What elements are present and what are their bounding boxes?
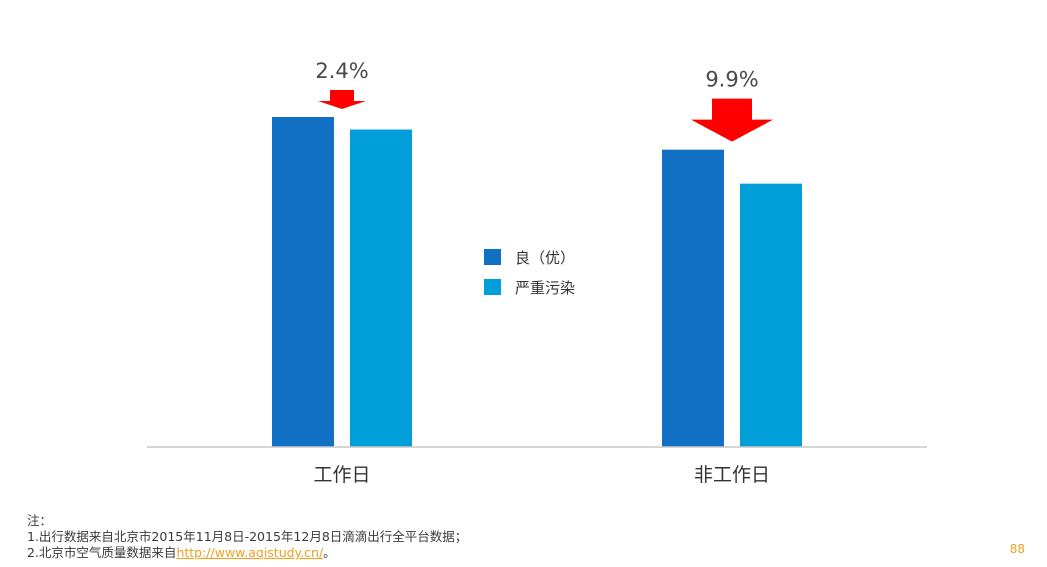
bar-1-series-2 xyxy=(350,129,412,448)
notes-line-2-suffix: 。 xyxy=(323,545,336,560)
category-label-2: 非工作日 xyxy=(694,464,770,486)
notes-line-2-prefix: 2.北京市空气质量数据来自 xyxy=(27,545,177,560)
bars-layer xyxy=(272,117,802,448)
legend-label-2: 严重污染 xyxy=(515,279,575,297)
change-label-1: 2.4% xyxy=(315,59,368,83)
bar-1-series-1 xyxy=(272,117,334,447)
notes-line-2: 2.北京市空气质量数据来自http://www.aqistudy.cn/。 xyxy=(27,545,467,561)
down-arrow-icon xyxy=(318,90,366,109)
bar-chart: 工作日 非工作日 2.4% 9.9% 良（优） 严重污染 xyxy=(147,59,927,486)
aqistudy-link[interactable]: http://www.aqistudy.cn/ xyxy=(176,545,324,560)
footnotes: 注： 1.出行数据来自北京市2015年11月8日-2015年12月8日滴滴出行全… xyxy=(27,513,467,561)
legend: 良（优） 严重污染 xyxy=(484,249,575,297)
legend-swatch-1 xyxy=(484,249,501,265)
bar-2-series-1 xyxy=(662,149,724,448)
notes-line-1: 1.出行数据来自北京市2015年11月8日-2015年12月8日滴滴出行全平台数… xyxy=(27,529,468,544)
notes-heading: 注： xyxy=(27,513,53,528)
down-arrow-icon xyxy=(691,98,773,142)
legend-swatch-2 xyxy=(484,279,501,295)
bar-2-series-2 xyxy=(740,183,802,447)
category-labels: 工作日 非工作日 xyxy=(313,464,770,486)
legend-label-1: 良（优） xyxy=(515,249,575,267)
category-label-1: 工作日 xyxy=(313,464,370,486)
page-number: 88 xyxy=(1009,542,1025,556)
change-annotations: 2.4% 9.9% xyxy=(315,59,773,142)
change-label-2: 9.9% xyxy=(705,68,758,92)
